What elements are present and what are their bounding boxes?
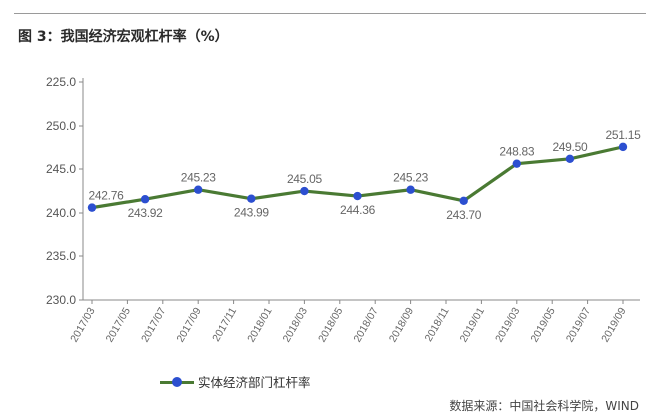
x-tick-label: 2018/01: [245, 305, 274, 344]
data-point: [194, 185, 203, 194]
data-label: 248.83: [499, 145, 535, 159]
x-tick-label: 2018/11: [423, 305, 452, 343]
data-point: [618, 142, 628, 152]
x-tick-label: 2018/09: [387, 305, 416, 344]
data-label: 242.76: [89, 189, 125, 203]
data-point: [353, 191, 362, 201]
legend-label: 实体经济部门杠杆率: [198, 375, 311, 390]
data-point: [406, 185, 415, 194]
x-tick-label: 2018/03: [281, 305, 310, 344]
data-label: 245.23: [181, 171, 217, 185]
data-label: 245.23: [393, 171, 429, 185]
data-point: [140, 195, 150, 204]
x-tick-label: 2018/05: [316, 305, 345, 344]
y-tick-label: 245.0: [46, 162, 76, 176]
data-label: 243.92: [128, 206, 164, 220]
y-tick-label: 240.0: [46, 206, 76, 220]
x-tick-label: 2017/11: [210, 305, 239, 343]
data-point: [247, 194, 256, 203]
x-tick-label: 2019/05: [528, 305, 557, 344]
data-point: [565, 154, 575, 164]
data-label: 244.36: [340, 203, 376, 217]
data-label: 249.50: [552, 140, 588, 154]
data-label: 243.99: [234, 206, 270, 220]
x-tick-label: 2017/05: [104, 305, 133, 344]
data-label: 251.15: [606, 128, 642, 142]
legend-line-marker-icon: [160, 375, 194, 389]
x-tick-label: 2019/01: [458, 305, 487, 344]
chart-title: 图 3：我国经济宏观杠杆率（%）: [18, 29, 229, 45]
x-tick-label: 2018/07: [351, 305, 380, 344]
x-tick-label: 2017/07: [139, 305, 168, 344]
x-tick-label: 2017/03: [68, 305, 97, 344]
data-point: [512, 159, 521, 168]
x-tick-label: 2019/03: [493, 305, 522, 344]
data-label: 245.05: [287, 172, 323, 186]
data-point: [87, 203, 97, 212]
y-tick-label: 250.0: [46, 119, 76, 133]
top-rule: [14, 13, 646, 14]
x-tick-label: 2019/09: [599, 305, 628, 344]
y-tick-label: 235.0: [46, 249, 76, 263]
source-note: 数据来源：中国社会科学院，WIND: [449, 399, 639, 413]
y-tick-label: 230.0: [46, 293, 76, 307]
data-point: [300, 186, 309, 196]
data-point: [459, 196, 468, 206]
data-label: 243.70: [446, 208, 482, 222]
legend: 实体经济部门杠杆率: [160, 372, 311, 391]
x-tick-label: 2017/09: [174, 305, 203, 344]
y-tick-label: 225.0: [46, 75, 76, 89]
x-tick-label: 2019/07: [564, 305, 593, 344]
